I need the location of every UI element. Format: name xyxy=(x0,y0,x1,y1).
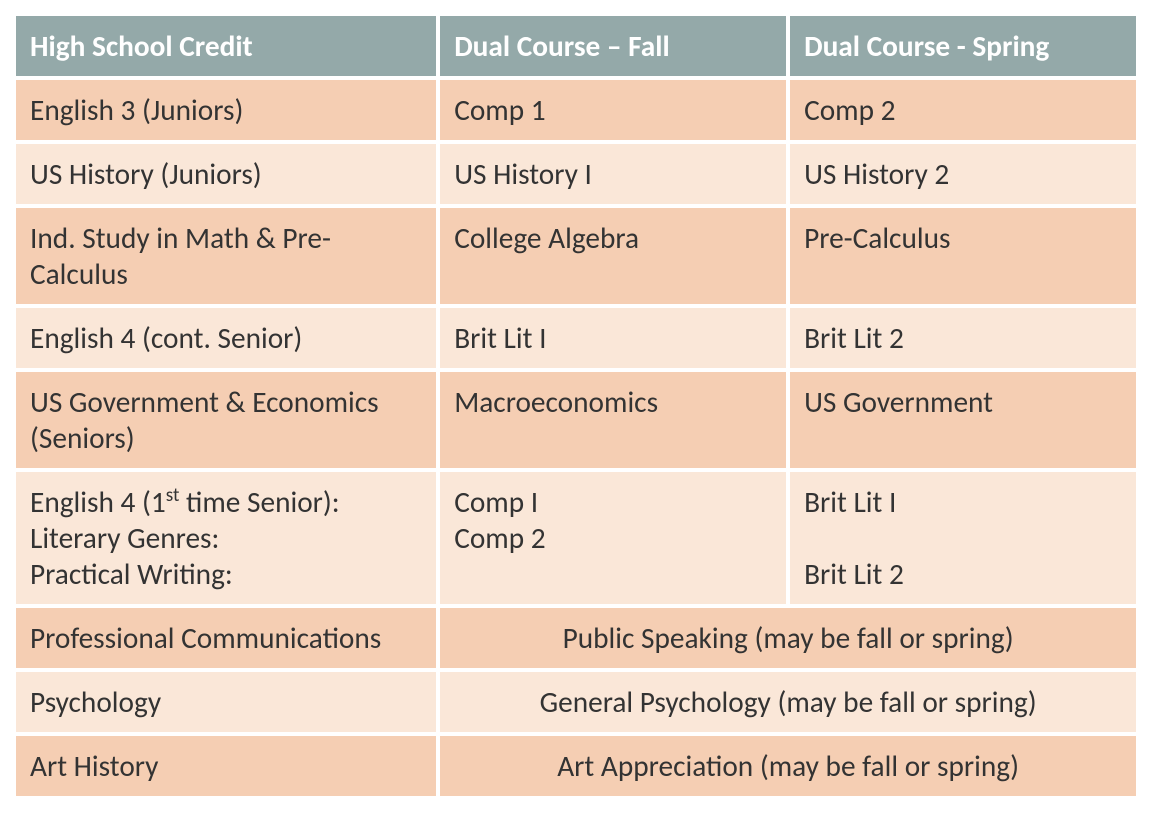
cell-merged: Art Appreciation (may be fall or spring) xyxy=(438,734,1138,798)
cell-fall: US History I xyxy=(438,142,788,206)
cell-hs-credit: US Government & Economics (Seniors) xyxy=(14,370,438,470)
cell-hs-credit: US History (Juniors) xyxy=(14,142,438,206)
cell-spring: US Government xyxy=(788,370,1138,470)
cell-spring: Brit Lit I Brit Lit 2 xyxy=(788,470,1138,606)
table-header-row: High School Credit Dual Course – Fall Du… xyxy=(14,14,1138,78)
table-row: Psychology General Psychology (may be fa… xyxy=(14,670,1138,734)
cell-hs-credit: Psychology xyxy=(14,670,438,734)
cell-hs-credit: English 4 (1st time Senior): Literary Ge… xyxy=(14,470,438,606)
table-row: English 3 (Juniors) Comp 1 Comp 2 xyxy=(14,78,1138,142)
cell-hs-credit: English 4 (cont. Senior) xyxy=(14,306,438,370)
table-row: US History (Juniors) US History I US His… xyxy=(14,142,1138,206)
cell-merged: General Psychology (may be fall or sprin… xyxy=(438,670,1138,734)
cell-merged: Public Speaking (may be fall or spring) xyxy=(438,606,1138,670)
cell-fall: Comp 1 xyxy=(438,78,788,142)
table-row: Professional Communications Public Speak… xyxy=(14,606,1138,670)
col-header-fall: Dual Course – Fall xyxy=(438,14,788,78)
table-row: US Government & Economics (Seniors) Macr… xyxy=(14,370,1138,470)
cell-spring: US History 2 xyxy=(788,142,1138,206)
cell-fall: Macroeconomics xyxy=(438,370,788,470)
cell-fall: Comp I Comp 2 xyxy=(438,470,788,606)
cell-hs-credit: Professional Communications xyxy=(14,606,438,670)
cell-spring: Comp 2 xyxy=(788,78,1138,142)
table-row: English 4 (1st time Senior): Literary Ge… xyxy=(14,470,1138,606)
cell-hs-credit: Art History xyxy=(14,734,438,798)
col-header-spring: Dual Course - Spring xyxy=(788,14,1138,78)
table-row: Art History Art Appreciation (may be fal… xyxy=(14,734,1138,798)
cell-spring: Pre-Calculus xyxy=(788,206,1138,306)
table-body: English 3 (Juniors) Comp 1 Comp 2 US His… xyxy=(14,78,1138,798)
table-row: English 4 (cont. Senior) Brit Lit I Brit… xyxy=(14,306,1138,370)
cell-fall: Brit Lit I xyxy=(438,306,788,370)
table-row: Ind. Study in Math & Pre-Calculus Colleg… xyxy=(14,206,1138,306)
dual-credit-table: High School Credit Dual Course – Fall Du… xyxy=(12,12,1140,800)
cell-hs-credit: English 3 (Juniors) xyxy=(14,78,438,142)
cell-hs-credit: Ind. Study in Math & Pre-Calculus xyxy=(14,206,438,306)
col-header-hs-credit: High School Credit xyxy=(14,14,438,78)
cell-fall: College Algebra xyxy=(438,206,788,306)
cell-spring: Brit Lit 2 xyxy=(788,306,1138,370)
